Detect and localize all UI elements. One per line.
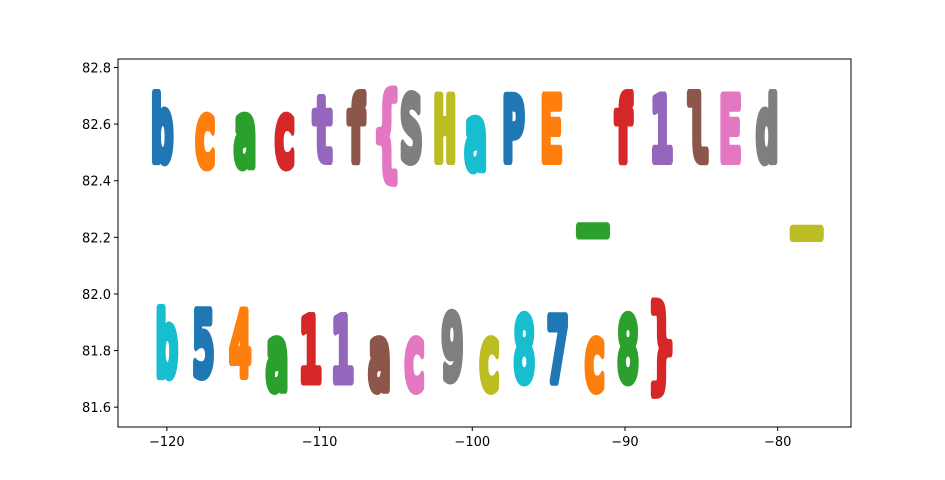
glyph-mark: t <box>312 78 334 181</box>
glyph-mark: 1 <box>651 78 673 181</box>
glyph-mark: 8 <box>617 299 639 402</box>
glyph-mark: S <box>400 78 422 181</box>
glyph-mark: c <box>194 84 216 187</box>
x-tick-label: −90 <box>611 435 638 450</box>
y-axis: 81.6 81.8 82.0 82.2 82.4 82.6 82.8 <box>82 61 118 416</box>
glyph-mark: E <box>719 78 741 181</box>
glyph-mark: E <box>541 78 563 181</box>
glyph-mark: d <box>756 78 778 181</box>
glyph-mark: l <box>687 78 709 181</box>
y-tick-label: 82.8 <box>82 61 111 76</box>
plot-area-frame <box>117 58 852 428</box>
x-tick-label: −100 <box>454 435 490 450</box>
glyph-mark: 8 <box>513 299 535 402</box>
glyph-mark: 1 <box>299 299 321 402</box>
glyph-mark: 7 <box>547 299 569 402</box>
glyph-mark: { <box>374 75 399 191</box>
y-tick-label: 82.6 <box>82 118 111 133</box>
glyph-mark: a <box>234 84 256 187</box>
y-tick-label: 82.2 <box>82 231 111 246</box>
glyph-mark: _ <box>578 132 607 235</box>
glyph-mark: c <box>273 84 295 187</box>
glyph-mark: 5 <box>192 293 214 396</box>
glyph-mark: 1 <box>331 299 353 402</box>
glyph-mark: a <box>464 87 486 190</box>
y-tick-label: 81.8 <box>82 345 111 360</box>
x-axis: −120 −110 −100 −90 −80 <box>149 427 791 450</box>
glyph-mark: b <box>156 293 178 396</box>
glyph-mark: P <box>502 78 524 181</box>
glyph-mark: 4 <box>229 293 251 396</box>
glyph-mark: f <box>345 78 367 181</box>
glyph-mark: } <box>649 287 674 403</box>
y-tick-label: 82.0 <box>82 288 111 303</box>
y-tick-label: 81.6 <box>82 401 111 416</box>
glyph-mark: a <box>266 308 288 411</box>
glyph-mark: H <box>434 78 456 181</box>
glyph-mark: f <box>612 78 634 181</box>
glyph-mark: c <box>478 308 500 411</box>
glyph-mark: c <box>403 308 425 411</box>
glyph-mark: _ <box>792 135 821 238</box>
glyph-mark: 9 <box>441 296 463 399</box>
y-tick-label: 82.4 <box>82 175 111 190</box>
glyph-mark: b <box>151 78 173 181</box>
x-tick-label: −120 <box>149 435 185 450</box>
glyph-mark: a <box>368 308 390 411</box>
glyph-mark: c <box>583 308 605 411</box>
x-tick-label: −110 <box>302 435 338 450</box>
x-tick-label: −80 <box>764 435 791 450</box>
